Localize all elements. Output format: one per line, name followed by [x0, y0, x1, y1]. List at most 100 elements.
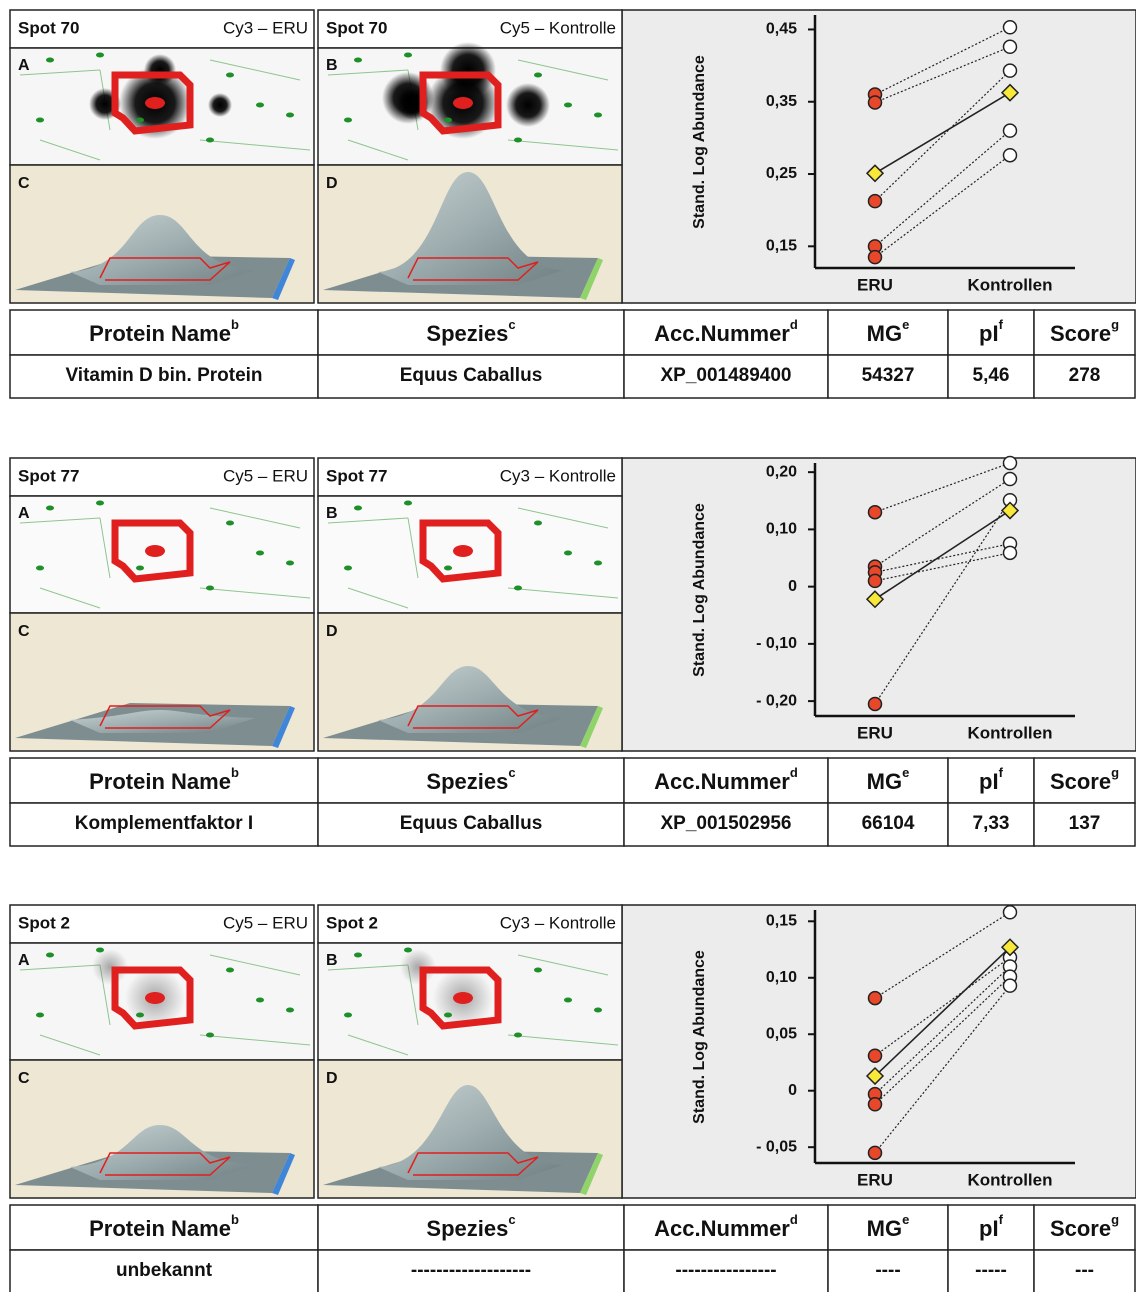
table-header: Speziesc	[426, 765, 515, 793]
gel-dot	[444, 1013, 452, 1018]
header-text: Acc.Nummer	[654, 321, 790, 346]
header-text: Spezies	[426, 1216, 508, 1241]
gel-spot	[144, 54, 176, 86]
gel-dot	[206, 138, 214, 143]
gel-dot	[36, 118, 44, 123]
data-point	[869, 574, 882, 587]
gel-dot	[344, 566, 352, 571]
header-sup: e	[902, 765, 909, 780]
table-cell-text: ---	[1075, 1260, 1094, 1281]
y-tick-label: 0,10	[766, 521, 797, 538]
gel-dot	[564, 103, 572, 108]
gel-panel-label: A	[18, 505, 30, 522]
gel-dot	[46, 953, 54, 958]
table-header: Speziesc	[426, 1212, 515, 1240]
header-text: pI	[979, 769, 999, 794]
header-text: Acc.Nummer	[654, 769, 790, 794]
data-point	[1004, 40, 1017, 53]
gel-dot	[564, 551, 572, 556]
table-header: Protein Nameb	[89, 765, 239, 793]
y-axis-label: Stand. Log Abundance	[691, 503, 708, 677]
gel-dot	[36, 566, 44, 571]
channel-label: Cy5 – ERU	[223, 913, 308, 932]
table-cell-text: 7,33	[973, 813, 1010, 834]
gel-dot	[594, 561, 602, 566]
y-tick-label: 0,10	[766, 969, 797, 986]
header-text: MG	[867, 1216, 902, 1241]
spot-label: Spot 70	[18, 18, 79, 37]
data-point	[1004, 149, 1017, 162]
table-cell-text: XP_001489400	[660, 365, 791, 386]
gel-dot	[286, 113, 294, 118]
header-sup: b	[231, 317, 239, 332]
header-text: MG	[867, 321, 902, 346]
header-sup: f	[999, 317, 1004, 332]
gel-dot	[206, 1033, 214, 1038]
data-point	[869, 1098, 882, 1111]
gel-dot	[534, 968, 542, 973]
header-sup: c	[508, 765, 515, 780]
gel-dot	[594, 1008, 602, 1013]
gel-dot	[404, 501, 412, 506]
header-sup: e	[902, 1212, 909, 1227]
surface-panel-label: C	[18, 1070, 30, 1087]
gel-dot	[404, 53, 412, 58]
table-cell-text: ----	[875, 1260, 900, 1281]
spot-label: Spot 2	[326, 913, 378, 932]
header-text: Protein Name	[89, 321, 231, 346]
data-point	[869, 96, 882, 109]
gel-dot	[344, 1013, 352, 1018]
gel-dot	[404, 948, 412, 953]
y-tick-label: - 0,20	[756, 692, 797, 709]
gel-dot	[226, 521, 234, 526]
channel-label: Cy3 – Kontrolle	[500, 913, 616, 932]
table-header: Scoreg	[1050, 1212, 1119, 1240]
page: Spot 70Cy3 – ERUACSpot 70Cy5 – Kontrolle…	[0, 0, 1136, 1292]
gel-dot	[36, 1013, 44, 1018]
gel-dot	[564, 998, 572, 1003]
gel-dot	[256, 998, 264, 1003]
gel-dot	[514, 138, 522, 143]
gel-dot	[286, 1008, 294, 1013]
channel-label: Cy3 – Kontrolle	[500, 466, 616, 485]
surface-panel-label: C	[18, 175, 30, 192]
x-tick-label: Kontrollen	[968, 1170, 1053, 1189]
gel-dot	[136, 118, 144, 123]
header-sup: c	[508, 1212, 515, 1227]
y-axis-label: Stand. Log Abundance	[691, 55, 708, 229]
x-tick-label: ERU	[857, 275, 893, 294]
y-tick-label: 0	[788, 578, 797, 595]
table-cell-text: 137	[1069, 813, 1101, 834]
y-tick-label: 0,15	[766, 238, 797, 255]
table-cell-text: 278	[1069, 365, 1101, 386]
data-point	[869, 251, 882, 264]
y-tick-label: 0,05	[766, 1025, 797, 1042]
gel-dot	[514, 1033, 522, 1038]
table-header: Scoreg	[1050, 317, 1119, 345]
gel-panel-label: B	[326, 57, 338, 74]
gel-dot	[354, 58, 362, 63]
gel-dot	[514, 586, 522, 591]
data-point	[1004, 546, 1017, 559]
table-cell-text: Equus Caballus	[400, 365, 543, 386]
header-sup: f	[999, 765, 1004, 780]
data-point	[869, 1146, 882, 1159]
table-cell-text: -----	[975, 1260, 1007, 1281]
header-sup: f	[999, 1212, 1004, 1227]
header-text: pI	[979, 1216, 999, 1241]
header-sup: g	[1111, 317, 1119, 332]
surface-panel-label: C	[18, 623, 30, 640]
data-point	[1004, 124, 1017, 137]
gel-dot	[444, 566, 452, 571]
table-header: Acc.Nummerd	[654, 317, 798, 345]
table-cell-text: Equus Caballus	[400, 813, 543, 834]
surface-panel-label: D	[326, 623, 338, 640]
data-point	[869, 992, 882, 1005]
header-text: Protein Name	[89, 769, 231, 794]
header-sup: d	[790, 1212, 798, 1227]
gel-dot	[136, 566, 144, 571]
data-point	[1004, 906, 1017, 919]
gel-dot	[226, 968, 234, 973]
spot-label: Spot 70	[326, 18, 387, 37]
spot-center	[453, 545, 473, 557]
